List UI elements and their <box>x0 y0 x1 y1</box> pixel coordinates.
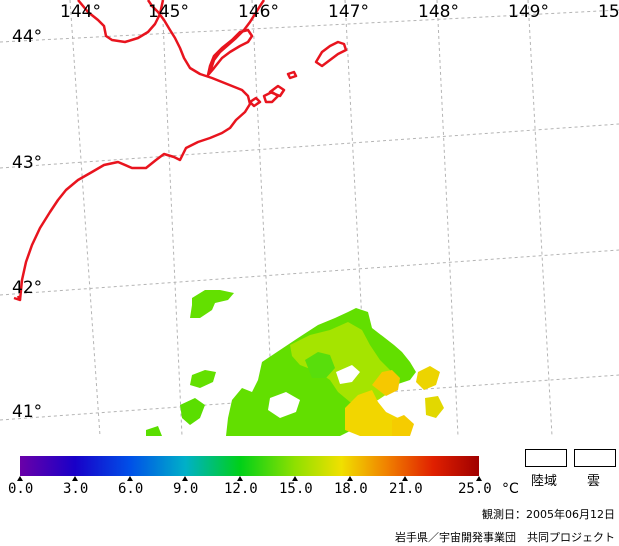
lon-line-145 <box>161 0 183 436</box>
lon-label-150: 15 <box>598 2 619 22</box>
tick-mark-6 <box>127 476 133 481</box>
sst-hole-2 <box>268 392 300 418</box>
sst-patch-west-3 <box>180 398 205 425</box>
tick-label-18: 18.0 <box>334 481 368 497</box>
sst-patch-inner-green <box>305 352 335 378</box>
tick-mark-21 <box>402 476 408 481</box>
lon-label-147: 147° <box>328 2 369 22</box>
credit-line: 岩手県／宇宙開発事業団 共同プロジェクト <box>395 531 615 544</box>
lat-label-44: 44° <box>12 27 43 47</box>
tick-label-25: 25.0 <box>458 481 492 497</box>
tick-mark-18 <box>347 476 353 481</box>
tick-label-6: 6.0 <box>118 481 144 497</box>
temperature-color-bar <box>20 456 479 476</box>
tick-mark-0 <box>17 476 23 481</box>
coastline-islet-1 <box>248 96 262 108</box>
sst-patch-west-4 <box>146 426 162 436</box>
sst-patch-east-small-1 <box>416 366 440 390</box>
tick-label-21: 21.0 <box>389 481 423 497</box>
tick-label-0: 0.0 <box>8 481 34 497</box>
sst-map <box>0 0 619 436</box>
lat-line-41 <box>0 374 619 421</box>
lon-label-146: 146° <box>238 2 279 22</box>
lon-line-146 <box>251 0 275 436</box>
coastline-north-cape <box>77 0 165 44</box>
color-bar-fill <box>20 456 479 476</box>
sst-patch-east-gold <box>372 370 400 396</box>
coastline <box>13 0 348 302</box>
sst-patch-west-1 <box>190 290 234 318</box>
sst-hole-3 <box>384 396 404 412</box>
sst-patch-main-yellowgreen <box>290 322 400 405</box>
lat-label-42: 42° <box>12 278 43 298</box>
coastline-kunashiri <box>206 28 254 77</box>
graticule <box>0 0 619 436</box>
lon-line-148 <box>436 0 459 436</box>
lon-line-144 <box>69 0 101 436</box>
tick-label-9: 9.0 <box>173 481 199 497</box>
lon-label-148: 148° <box>418 2 459 22</box>
tick-mark-15 <box>292 476 298 481</box>
lat-line-44 <box>0 9 619 43</box>
tick-label-3: 3.0 <box>63 481 89 497</box>
lon-line-149 <box>527 0 553 436</box>
sst-patches <box>146 290 444 436</box>
tick-label-12: 12.0 <box>224 481 258 497</box>
lat-line-43 <box>0 123 619 169</box>
coastline-islet-3 <box>268 84 286 98</box>
observation-date: 観測日：2005年06月12日 <box>482 508 615 521</box>
sst-patch-east-small-3 <box>392 415 414 436</box>
coastline-tip-south <box>13 295 22 302</box>
sst-hole-1 <box>336 365 360 384</box>
coastline-etorofu <box>314 40 348 68</box>
land-key-box <box>525 449 567 467</box>
coastline-shiretoko <box>208 0 266 73</box>
cloud-key-box <box>574 449 616 467</box>
lat-line-42 <box>0 249 619 296</box>
tick-mark-9 <box>182 476 188 481</box>
lat-label-41: 41° <box>12 402 43 422</box>
coastline-islet-4 <box>286 70 298 80</box>
tick-mark-3 <box>72 476 78 481</box>
cloud-key-label: 雲 <box>587 474 601 489</box>
tick-label-15: 15.0 <box>279 481 313 497</box>
lon-label-144: 144° <box>60 2 101 22</box>
lon-line-147 <box>344 0 369 436</box>
lat-label-43: 43° <box>12 153 43 173</box>
lon-label-149: 149° <box>508 2 549 22</box>
unit-label: °C <box>502 481 519 497</box>
tick-mark-25 <box>476 476 482 481</box>
land-key-label: 陸域 <box>531 474 558 489</box>
tick-mark-12 <box>237 476 243 481</box>
sst-patch-east-small-2 <box>425 396 444 418</box>
sst-patch-west-2 <box>190 370 216 388</box>
coastline-hokkaido <box>18 0 252 301</box>
lon-label-145: 145° <box>148 2 189 22</box>
